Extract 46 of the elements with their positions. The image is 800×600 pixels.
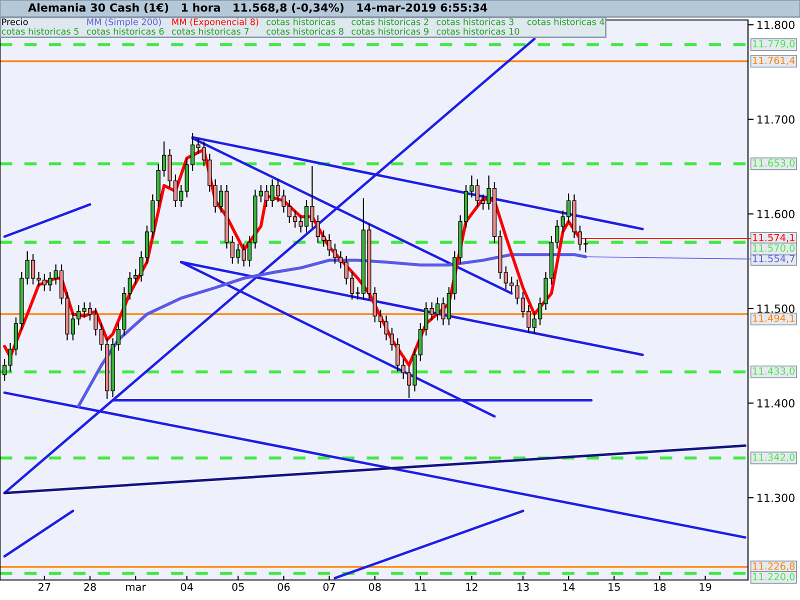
text: MM (Exponencial 8): [172, 18, 258, 27]
y-tick-label: 11.300: [758, 494, 794, 502]
data-label: 11.554,7: [753, 255, 794, 264]
ref-line-label: 11.779,0: [753, 40, 795, 48]
ref-line-label: 11.761,4: [753, 56, 795, 66]
ref-line-label: 11.570,0: [753, 244, 795, 253]
x-tick-label: 12: [466, 582, 478, 591]
x-tick-label: 14: [563, 583, 575, 591]
ref-line-label: 11.342,0: [753, 453, 795, 462]
annotation: cotas historicas 6: [86, 28, 164, 35]
x-tick-label: 06: [278, 582, 290, 591]
y-tick-label: 11.600: [758, 210, 794, 218]
y-tick-label: 11.700: [758, 115, 794, 124]
ref-line-label: 11.653,0: [753, 159, 795, 168]
annotation: cotas historicas 7: [172, 28, 249, 35]
x-tick-label: 19: [700, 582, 712, 591]
annotation: cotas historicas 9: [352, 28, 428, 35]
y-tick-label: 11.800: [758, 20, 794, 30]
x-tick-label: 13: [517, 582, 529, 591]
x-tick-label: 04: [180, 582, 193, 591]
x-tick-label: 08: [368, 582, 381, 591]
annotation: cotas historicas 2: [352, 18, 428, 26]
annotation: cotas historicas 4: [527, 18, 604, 26]
x-tick-label: 07: [323, 582, 336, 591]
x-tick-label: 18: [654, 582, 666, 591]
x-tick-label: 28: [84, 582, 96, 591]
y-tick-label: 11.400: [758, 399, 794, 408]
x-tick-label: 27: [38, 582, 50, 591]
annotation: cotas historicas 3: [436, 18, 514, 26]
ref-line-label: 11.494,1: [753, 314, 794, 323]
annotation: cotas historicas: [266, 18, 336, 26]
x-tick-label: 11: [414, 583, 426, 591]
ref-line-label: 11.220,0: [753, 572, 795, 582]
ref-line-label: 11.433,0: [753, 367, 795, 376]
data-label: 11.574,1: [753, 234, 794, 242]
x-tick-label: 15: [608, 583, 620, 591]
annotation: cotas historicas 10: [436, 28, 520, 35]
chart-title: Alemania 30 Cash (1€) 1 hora 11.568,8 (-0,34%) 14-mar-2019 6:55:34: [28, 3, 488, 14]
x-tick-label: mar: [126, 584, 146, 591]
text: Precio: [2, 18, 28, 26]
ref-line-label: 11.226,8: [753, 562, 795, 571]
text: MM (Simple 200): [87, 18, 161, 27]
annotation: cotas historicas 8: [266, 28, 344, 35]
annotation: cotas historicas 5: [2, 28, 78, 35]
x-tick-label: 05: [232, 582, 244, 591]
y-tick-label: 11.500: [758, 304, 794, 313]
